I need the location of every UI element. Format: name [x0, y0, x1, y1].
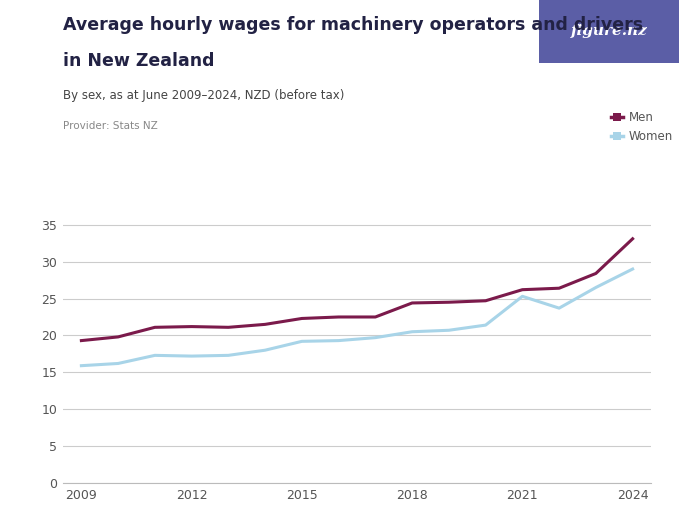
Text: Provider: Stats NZ: Provider: Stats NZ: [63, 121, 158, 131]
Text: in New Zealand: in New Zealand: [63, 52, 214, 70]
Text: figure.nz: figure.nz: [570, 25, 648, 38]
Legend: Men, Women: Men, Women: [611, 111, 673, 143]
Text: Average hourly wages for machinery operators and drivers: Average hourly wages for machinery opera…: [63, 16, 643, 34]
Text: By sex, as at June 2009–2024, NZD (before tax): By sex, as at June 2009–2024, NZD (befor…: [63, 89, 344, 102]
